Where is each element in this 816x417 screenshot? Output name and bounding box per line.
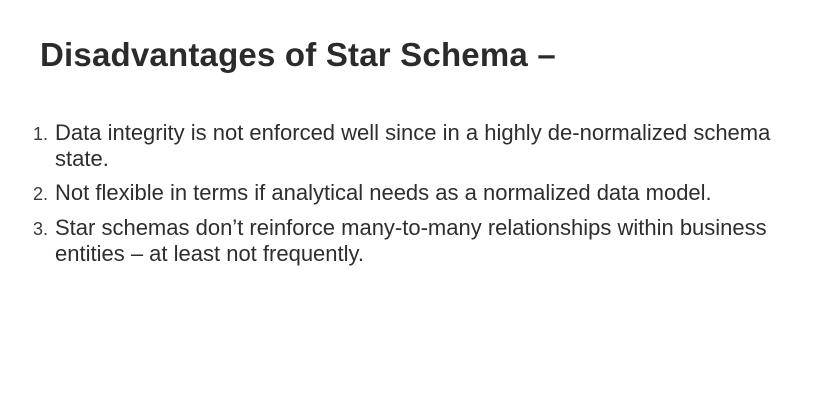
list-item: 1. Data integrity is not enforced well s…: [33, 120, 773, 172]
list-item: 2. Not flexible in terms if analytical n…: [33, 180, 773, 207]
list-item-number: 3.: [33, 219, 49, 239]
disadvantages-list: 1. Data integrity is not enforced well s…: [33, 120, 773, 275]
slide-title: Disadvantages of Star Schema –: [40, 36, 556, 73]
list-item-number: 1.: [33, 124, 49, 144]
list-item-text: Not flexible in terms if analytical need…: [55, 180, 712, 205]
list-item: 3. Star schemas don’t reinforce many-to-…: [33, 215, 773, 267]
list-item-text: Data integrity is not enforced well sinc…: [55, 120, 771, 171]
list-item-text: Star schemas don’t reinforce many-to-man…: [55, 215, 767, 266]
list-item-number: 2.: [33, 184, 49, 204]
